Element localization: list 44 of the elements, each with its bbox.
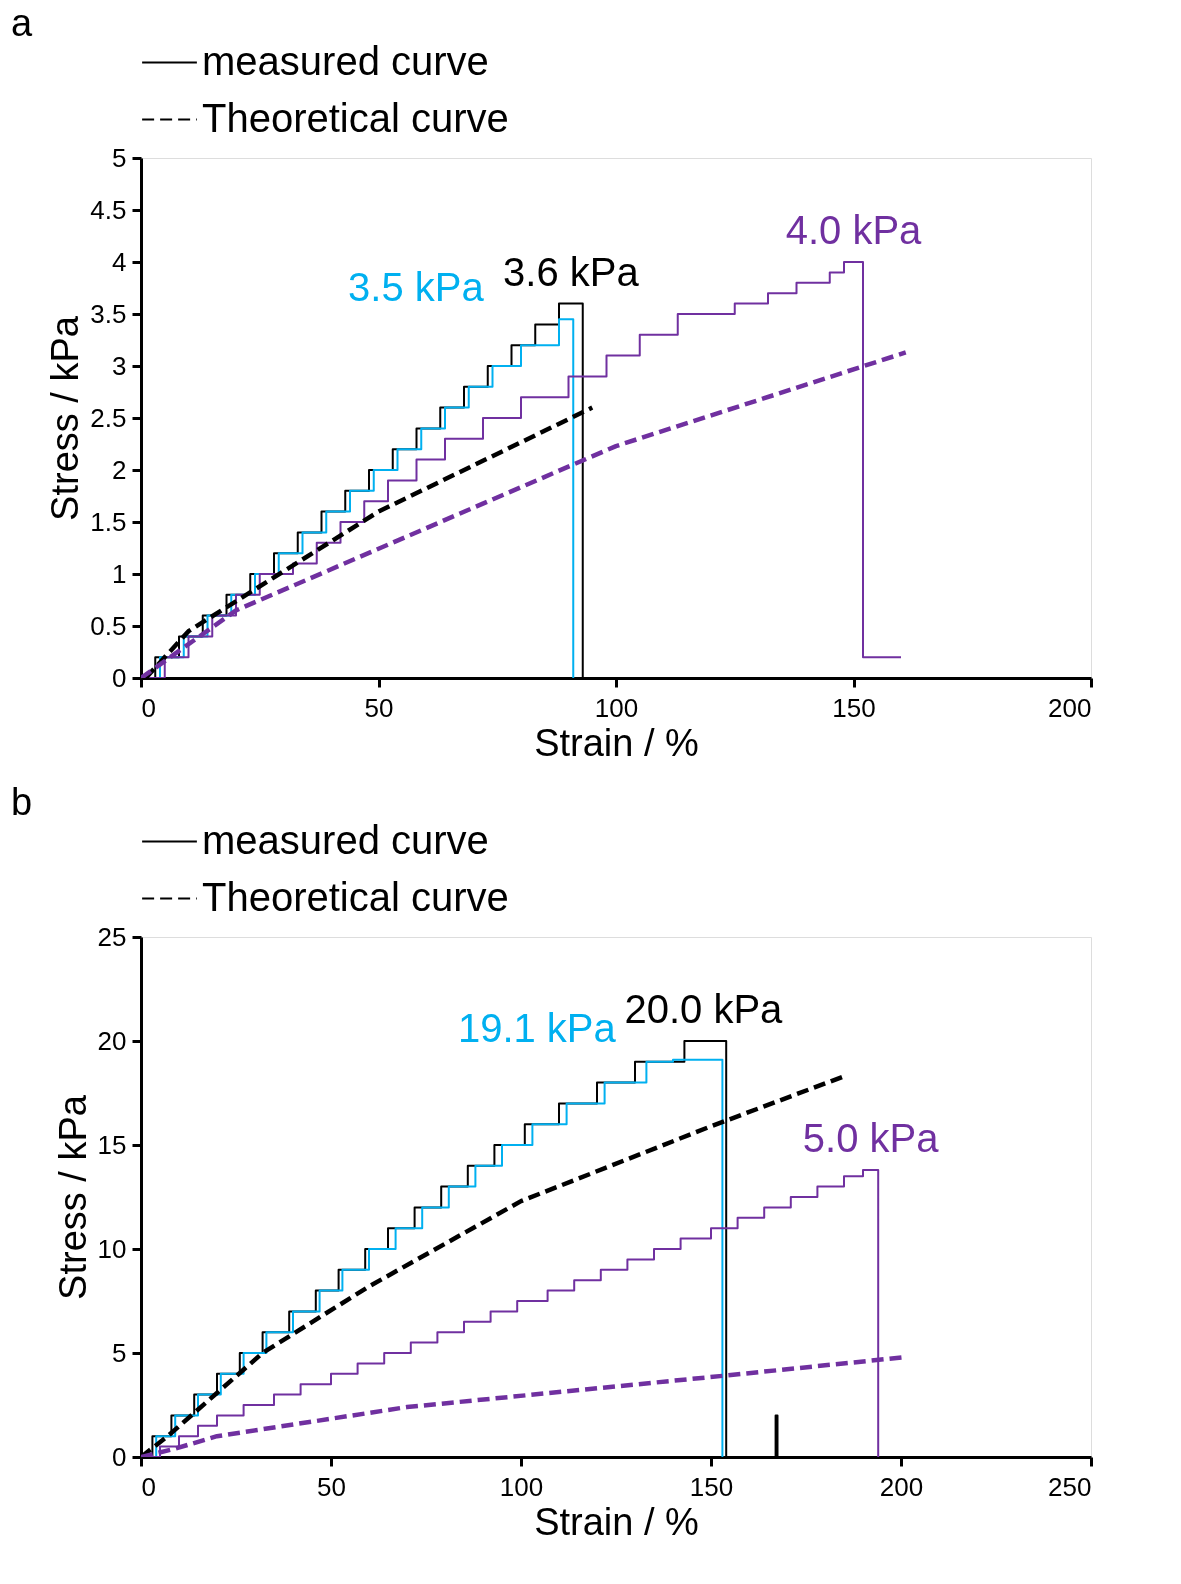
y-tick-label: 20 <box>97 1025 127 1056</box>
x-tick-label: 200 <box>879 1471 924 1502</box>
x-tick-label: 200 <box>1048 692 1092 723</box>
y-axis-title: Stress / kPa <box>44 315 87 521</box>
y-axis-title: Stress / kPa <box>51 1094 94 1300</box>
y-tick-label: 1 <box>112 558 127 589</box>
legend-label: measured curve <box>202 817 489 862</box>
y-tick-label: 3.5 <box>90 298 127 329</box>
x-tick-label: 100 <box>499 1471 544 1502</box>
chart-title: a <box>11 2 33 44</box>
y-tick-label: 0 <box>112 662 127 693</box>
x-axis-title: Strain / % <box>534 721 699 764</box>
annotation: 4.0 kPa <box>785 208 923 252</box>
annotation: 3.6 kPa <box>503 249 640 294</box>
legend-label: Theoretical curve <box>202 874 509 919</box>
y-tick-label: 5 <box>112 142 127 173</box>
legend-label: measured curve <box>202 38 489 83</box>
annotation: 20.0 kPa <box>624 987 784 1031</box>
x-tick-label: 150 <box>832 692 876 723</box>
y-tick-label: 2.5 <box>90 402 127 433</box>
y-tick-label: 25 <box>97 921 127 952</box>
x-tick-label: 0 <box>141 1471 156 1502</box>
x-tick-label: 50 <box>317 1471 346 1502</box>
y-tick-label: 15 <box>97 1129 127 1160</box>
x-tick-label: 50 <box>364 692 394 723</box>
annotation: 5.0 kPa <box>802 1115 940 1160</box>
y-tick-label: 3 <box>112 350 127 381</box>
y-tick-label: 0.5 <box>90 610 127 641</box>
x-axis-title: Strain / % <box>534 1500 699 1543</box>
chart-title: b <box>11 781 33 823</box>
y-tick-label: 5 <box>112 1337 127 1368</box>
y-tick-label: 10 <box>97 1233 127 1264</box>
y-tick-label: 1.5 <box>90 506 127 537</box>
annotation: 3.5 kPa <box>348 265 485 310</box>
y-tick-label: 2 <box>112 454 127 485</box>
legend-label: Theoretical curve <box>202 95 509 140</box>
x-tick-label: 100 <box>594 692 639 723</box>
x-tick-label: 0 <box>141 692 156 723</box>
x-tick-label: 250 <box>1048 1471 1092 1502</box>
y-tick-label: 4 <box>112 246 127 277</box>
y-tick-label: 4.5 <box>90 194 127 225</box>
x-tick-label: 150 <box>689 1471 734 1502</box>
annotation: 19.1 kPa <box>457 1005 617 1050</box>
y-tick-label: 0 <box>112 1441 127 1472</box>
